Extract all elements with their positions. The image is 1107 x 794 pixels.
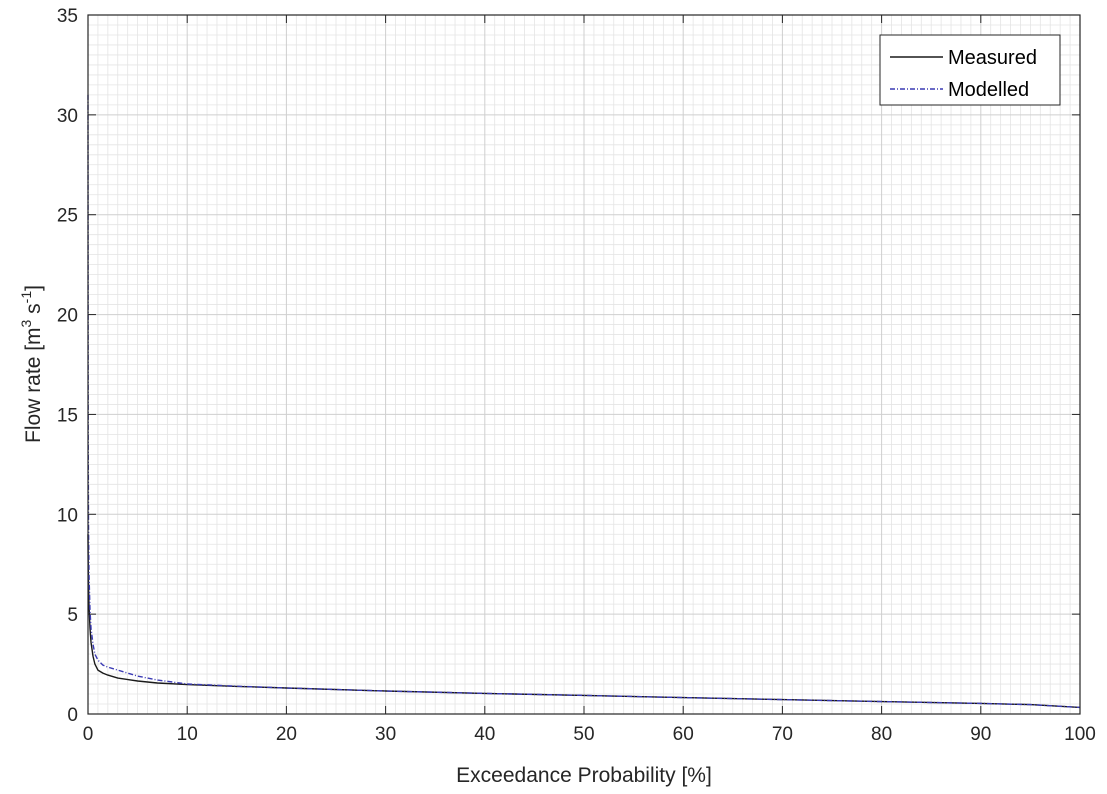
y-tick-label: 0 <box>67 705 78 726</box>
y-tick-label: 15 <box>57 405 78 426</box>
x-tick-label: 20 <box>276 724 297 745</box>
x-axis-title: Exceedance Probability [%] <box>456 764 712 787</box>
y-tick-label: 5 <box>67 605 78 626</box>
y-axis-title-suffix: ] <box>22 285 45 291</box>
y-tick-label: 10 <box>57 505 78 526</box>
x-tick-label: 80 <box>871 724 892 745</box>
y-tick-label: 35 <box>57 6 78 27</box>
y-tick-label: 30 <box>57 106 78 127</box>
x-tick-label: 100 <box>1064 724 1096 745</box>
x-tick-label: 30 <box>375 724 396 745</box>
x-tick-label: 40 <box>474 724 495 745</box>
y-axis-title-exp1: 3 <box>18 319 34 327</box>
y-axis-title-mid: s <box>22 303 45 319</box>
y-axis-title-exp2: -1 <box>18 291 34 304</box>
legend-box <box>879 34 1061 106</box>
tick-marks <box>87 14 1081 715</box>
plot-area <box>87 14 1081 715</box>
series-line-measured <box>87 534 1081 709</box>
x-tick-label: 70 <box>772 724 793 745</box>
x-tick-labels: 0 10 20 30 40 50 60 70 80 90 100 <box>83 724 1096 745</box>
legend: Measured Modelled <box>879 34 1061 106</box>
y-tick-label: 25 <box>57 206 78 227</box>
x-tick-label: 60 <box>673 724 694 745</box>
legend-label-measured: Measured <box>948 47 1037 69</box>
y-tick-labels: 0 5 10 15 20 25 30 35 <box>57 6 78 726</box>
legend-label-modelled: Modelled <box>948 79 1029 101</box>
x-tick-label: 90 <box>970 724 991 745</box>
series-layer <box>87 94 1081 709</box>
x-tick-label: 10 <box>177 724 198 745</box>
y-tick-label: 20 <box>57 306 78 327</box>
y-axis-title: Flow rate [m3 s-1] <box>18 285 45 443</box>
x-tick-label: 0 <box>83 724 94 745</box>
y-axis-title-prefix: Flow rate [m <box>22 327 45 443</box>
x-tick-label: 50 <box>573 724 594 745</box>
